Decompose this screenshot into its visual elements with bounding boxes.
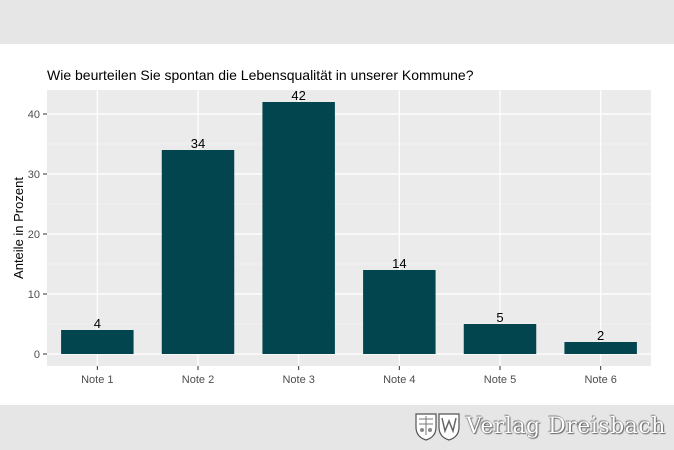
footer-band xyxy=(0,405,674,450)
bar xyxy=(363,270,436,354)
bar-labels: 4 34 42 14 5 2 xyxy=(94,88,605,343)
data-label: 42 xyxy=(291,88,305,103)
data-label: 34 xyxy=(191,136,205,151)
chart-title: Wie beurteilen Sie spontan die Lebensqua… xyxy=(47,67,474,83)
bars xyxy=(61,102,637,354)
y-axis-label: Anteile in Prozent xyxy=(11,177,26,279)
x-tick-label: Note 3 xyxy=(282,374,314,386)
x-tick-label: Note 6 xyxy=(584,374,616,386)
y-axis: 0 10 20 30 40 xyxy=(28,109,47,361)
y-tick-label: 30 xyxy=(28,169,40,181)
grid-minor xyxy=(47,143,651,325)
y-tick-label: 0 xyxy=(34,349,40,361)
bar xyxy=(463,324,537,354)
bar xyxy=(61,330,134,354)
data-label: 14 xyxy=(392,256,406,271)
coat-of-arms-icon xyxy=(415,413,460,441)
x-tick-label: Note 5 xyxy=(484,374,516,386)
bar xyxy=(161,150,235,354)
x-tick-label: Note 1 xyxy=(81,374,113,386)
x-axis: Note 1 Note 2 Note 3 Note 4 Note 5 Note 6 xyxy=(81,366,617,386)
header-band xyxy=(0,0,674,44)
x-tick-label: Note 4 xyxy=(383,374,415,386)
y-tick-label: 10 xyxy=(28,289,40,301)
bar xyxy=(262,102,335,354)
publisher-name: Verlag Dreisbach xyxy=(466,413,666,439)
data-label: 4 xyxy=(94,316,101,331)
y-tick-label: 40 xyxy=(28,109,40,121)
plot-panel xyxy=(47,90,651,366)
data-label: 2 xyxy=(597,328,604,343)
publisher-watermark: Verlag Dreisbach xyxy=(414,410,666,442)
y-tick-label: 20 xyxy=(28,229,40,241)
data-label: 5 xyxy=(496,310,503,325)
bar-chart: Wie beurteilen Sie spontan die Lebensqua… xyxy=(11,67,651,386)
x-tick-label: Note 2 xyxy=(182,374,214,386)
bar xyxy=(564,342,637,354)
